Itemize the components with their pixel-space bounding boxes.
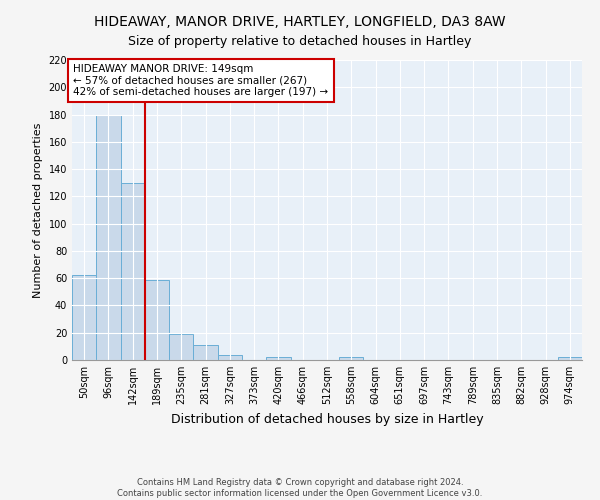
- Text: Size of property relative to detached houses in Hartley: Size of property relative to detached ho…: [128, 35, 472, 48]
- Bar: [218, 354, 242, 360]
- Bar: [169, 334, 193, 360]
- Bar: [96, 114, 121, 360]
- Bar: [558, 358, 582, 360]
- Bar: [121, 182, 145, 360]
- Bar: [193, 345, 218, 360]
- Text: HIDEAWAY MANOR DRIVE: 149sqm
← 57% of detached houses are smaller (267)
42% of s: HIDEAWAY MANOR DRIVE: 149sqm ← 57% of de…: [73, 64, 328, 98]
- Text: Contains HM Land Registry data © Crown copyright and database right 2024.
Contai: Contains HM Land Registry data © Crown c…: [118, 478, 482, 498]
- Bar: [266, 358, 290, 360]
- Text: HIDEAWAY, MANOR DRIVE, HARTLEY, LONGFIELD, DA3 8AW: HIDEAWAY, MANOR DRIVE, HARTLEY, LONGFIEL…: [94, 15, 506, 29]
- X-axis label: Distribution of detached houses by size in Hartley: Distribution of detached houses by size …: [170, 412, 484, 426]
- Y-axis label: Number of detached properties: Number of detached properties: [33, 122, 43, 298]
- Bar: [72, 276, 96, 360]
- Bar: [339, 358, 364, 360]
- Bar: [145, 280, 169, 360]
